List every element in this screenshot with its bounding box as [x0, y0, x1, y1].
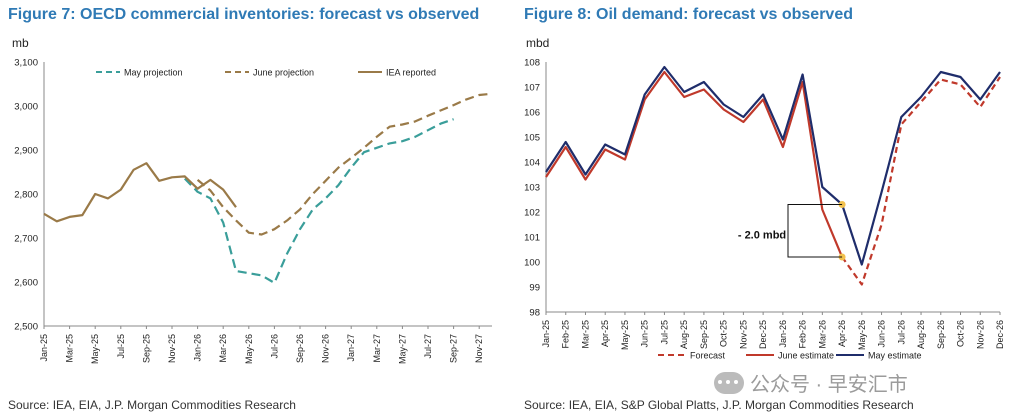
chart2-annotation-label: - 2.0 mbd [738, 230, 786, 242]
chart1-series-may-projection [184, 118, 454, 284]
chart1-xtick-label: Jan-25 [39, 334, 49, 362]
chart1-xtick-label: Nov-27 [474, 334, 484, 363]
chart2-ytick-label: 100 [524, 258, 540, 269]
chart2-legend-label: June estimate [778, 351, 834, 361]
chart2-xtick-label: May-26 [857, 320, 867, 350]
chart2-ytick-label: 106 [524, 108, 540, 119]
chart1-ytick-label: 3,000 [14, 102, 38, 113]
chart1-xtick-label: Jul-26 [269, 334, 279, 359]
chart2-xtick-label: Aug-26 [916, 320, 926, 349]
figure8-unit: mbd [526, 36, 550, 50]
figure8-title: Figure 8: Oil demand: forecast vs observ… [524, 6, 853, 23]
watermark-text: 公众号 · 早安汇市 [750, 374, 908, 396]
chart2-legend-label: May estimate [868, 351, 922, 361]
wechat-icon [714, 371, 744, 394]
chart2-xtick-label: Sep-25 [699, 320, 709, 349]
chart2-xtick-label: Aug-25 [679, 320, 689, 349]
chart1-ytick-label: 3,100 [14, 58, 38, 69]
chart1-xtick-label: Jan-27 [346, 334, 356, 362]
chart2-xtick-label: Apr-26 [837, 320, 847, 347]
chart2-series-may-estimate [545, 65, 1001, 266]
chart2-xtick-label: Oct-26 [956, 320, 966, 347]
figure7-title: Figure 7: OECD commercial inventories: f… [8, 6, 480, 23]
chart1-xtick-label: Sep-25 [141, 334, 151, 363]
chart2-xtick-label: Nov-25 [738, 320, 748, 349]
chart2-xtick-label: Jul-25 [659, 320, 669, 345]
chart2-series-june-estimate [545, 70, 844, 258]
chart1-legend-label: IEA reported [386, 68, 436, 78]
chart2-xtick-label: May-25 [620, 320, 630, 350]
chart2-ytick-label: 99 [529, 283, 540, 294]
figure7-unit: mb [12, 36, 29, 50]
chart2-xtick-label: Mar-26 [817, 320, 827, 349]
chart2-xtick-label: Jan-25 [541, 320, 551, 348]
chart1-xtick-label: Nov-26 [321, 334, 331, 363]
chart2-ytick-label: 103 [524, 183, 540, 194]
figure8-source: Source: IEA, EIA, S&P Global Platts, J.P… [524, 398, 914, 412]
chart2-annotation-bracket [787, 204, 843, 258]
chart2-xtick-label: Jan-26 [778, 320, 788, 348]
chart1-xtick-label: May-25 [90, 334, 100, 364]
chart1-ytick-label: 2,700 [14, 234, 38, 245]
chart1-ytick-label: 2,800 [14, 190, 38, 201]
chart1-series-june-projection [196, 92, 493, 236]
chart2-xtick-label: Oct-25 [719, 320, 729, 347]
chart1-xtick-label: Mar-26 [218, 334, 228, 363]
chart1-xtick-label: Sep-27 [449, 334, 459, 363]
chart1-ytick-label: 2,600 [14, 278, 38, 289]
chart2-xtick-label: Nov-26 [975, 320, 985, 349]
chart1-xtick-label: Jul-27 [423, 334, 433, 359]
chart2-ytick-label: 98 [529, 308, 540, 319]
chart1-series-iea-reported [43, 162, 237, 223]
chart2-xtick-label: Mar-25 [580, 320, 590, 349]
chart1-ytick-label: 2,900 [14, 146, 38, 157]
chart1-xtick-label: Sep-26 [295, 334, 305, 363]
chart1-legend-label: May projection [124, 68, 183, 78]
chart2-ytick-label: 107 [524, 83, 540, 94]
chart2-xtick-label: Dec-25 [758, 320, 768, 349]
chart2-xtick-label: Apr-25 [600, 320, 610, 347]
chart2-ytick-label: 108 [524, 58, 540, 69]
chart1-xtick-label: Mar-27 [372, 334, 382, 363]
chart2-series-forecast [841, 76, 1001, 286]
chart1-xtick-label: May-27 [397, 334, 407, 364]
chart1-xtick-label: Jul-25 [116, 334, 126, 359]
chart2-xtick-label: Jun-25 [640, 320, 650, 348]
chart2-xtick-label: Dec-26 [995, 320, 1005, 349]
chart2-ytick-label: 105 [524, 133, 540, 144]
chart2-ytick-label: 101 [524, 233, 540, 244]
chart1-xtick-label: Nov-25 [167, 334, 177, 363]
figure7-source: Source: IEA, EIA, J.P. Morgan Commoditie… [8, 398, 296, 412]
chart2-xtick-label: Jul-26 [896, 320, 906, 345]
chart2-xtick-label: Feb-26 [798, 320, 808, 349]
chart2-ytick-label: 102 [524, 208, 540, 219]
chart2-xtick-label: Jun-26 [877, 320, 887, 348]
chart2-xtick-label: Feb-25 [561, 320, 571, 349]
watermark: 公众号 · 早安汇市 [714, 368, 908, 397]
chart2-xtick-label: Sep-26 [936, 320, 946, 349]
chart1-legend-label: June projection [253, 68, 314, 78]
chart2-ytick-label: 104 [524, 158, 540, 169]
chart1-xtick-label: Jan-26 [193, 334, 203, 362]
chart2-legend-label: Forecast [690, 351, 726, 361]
chart1-xtick-label: Mar-25 [65, 334, 75, 363]
chart1-xtick-label: May-26 [244, 334, 254, 364]
chart1-ytick-label: 2,500 [14, 322, 38, 333]
